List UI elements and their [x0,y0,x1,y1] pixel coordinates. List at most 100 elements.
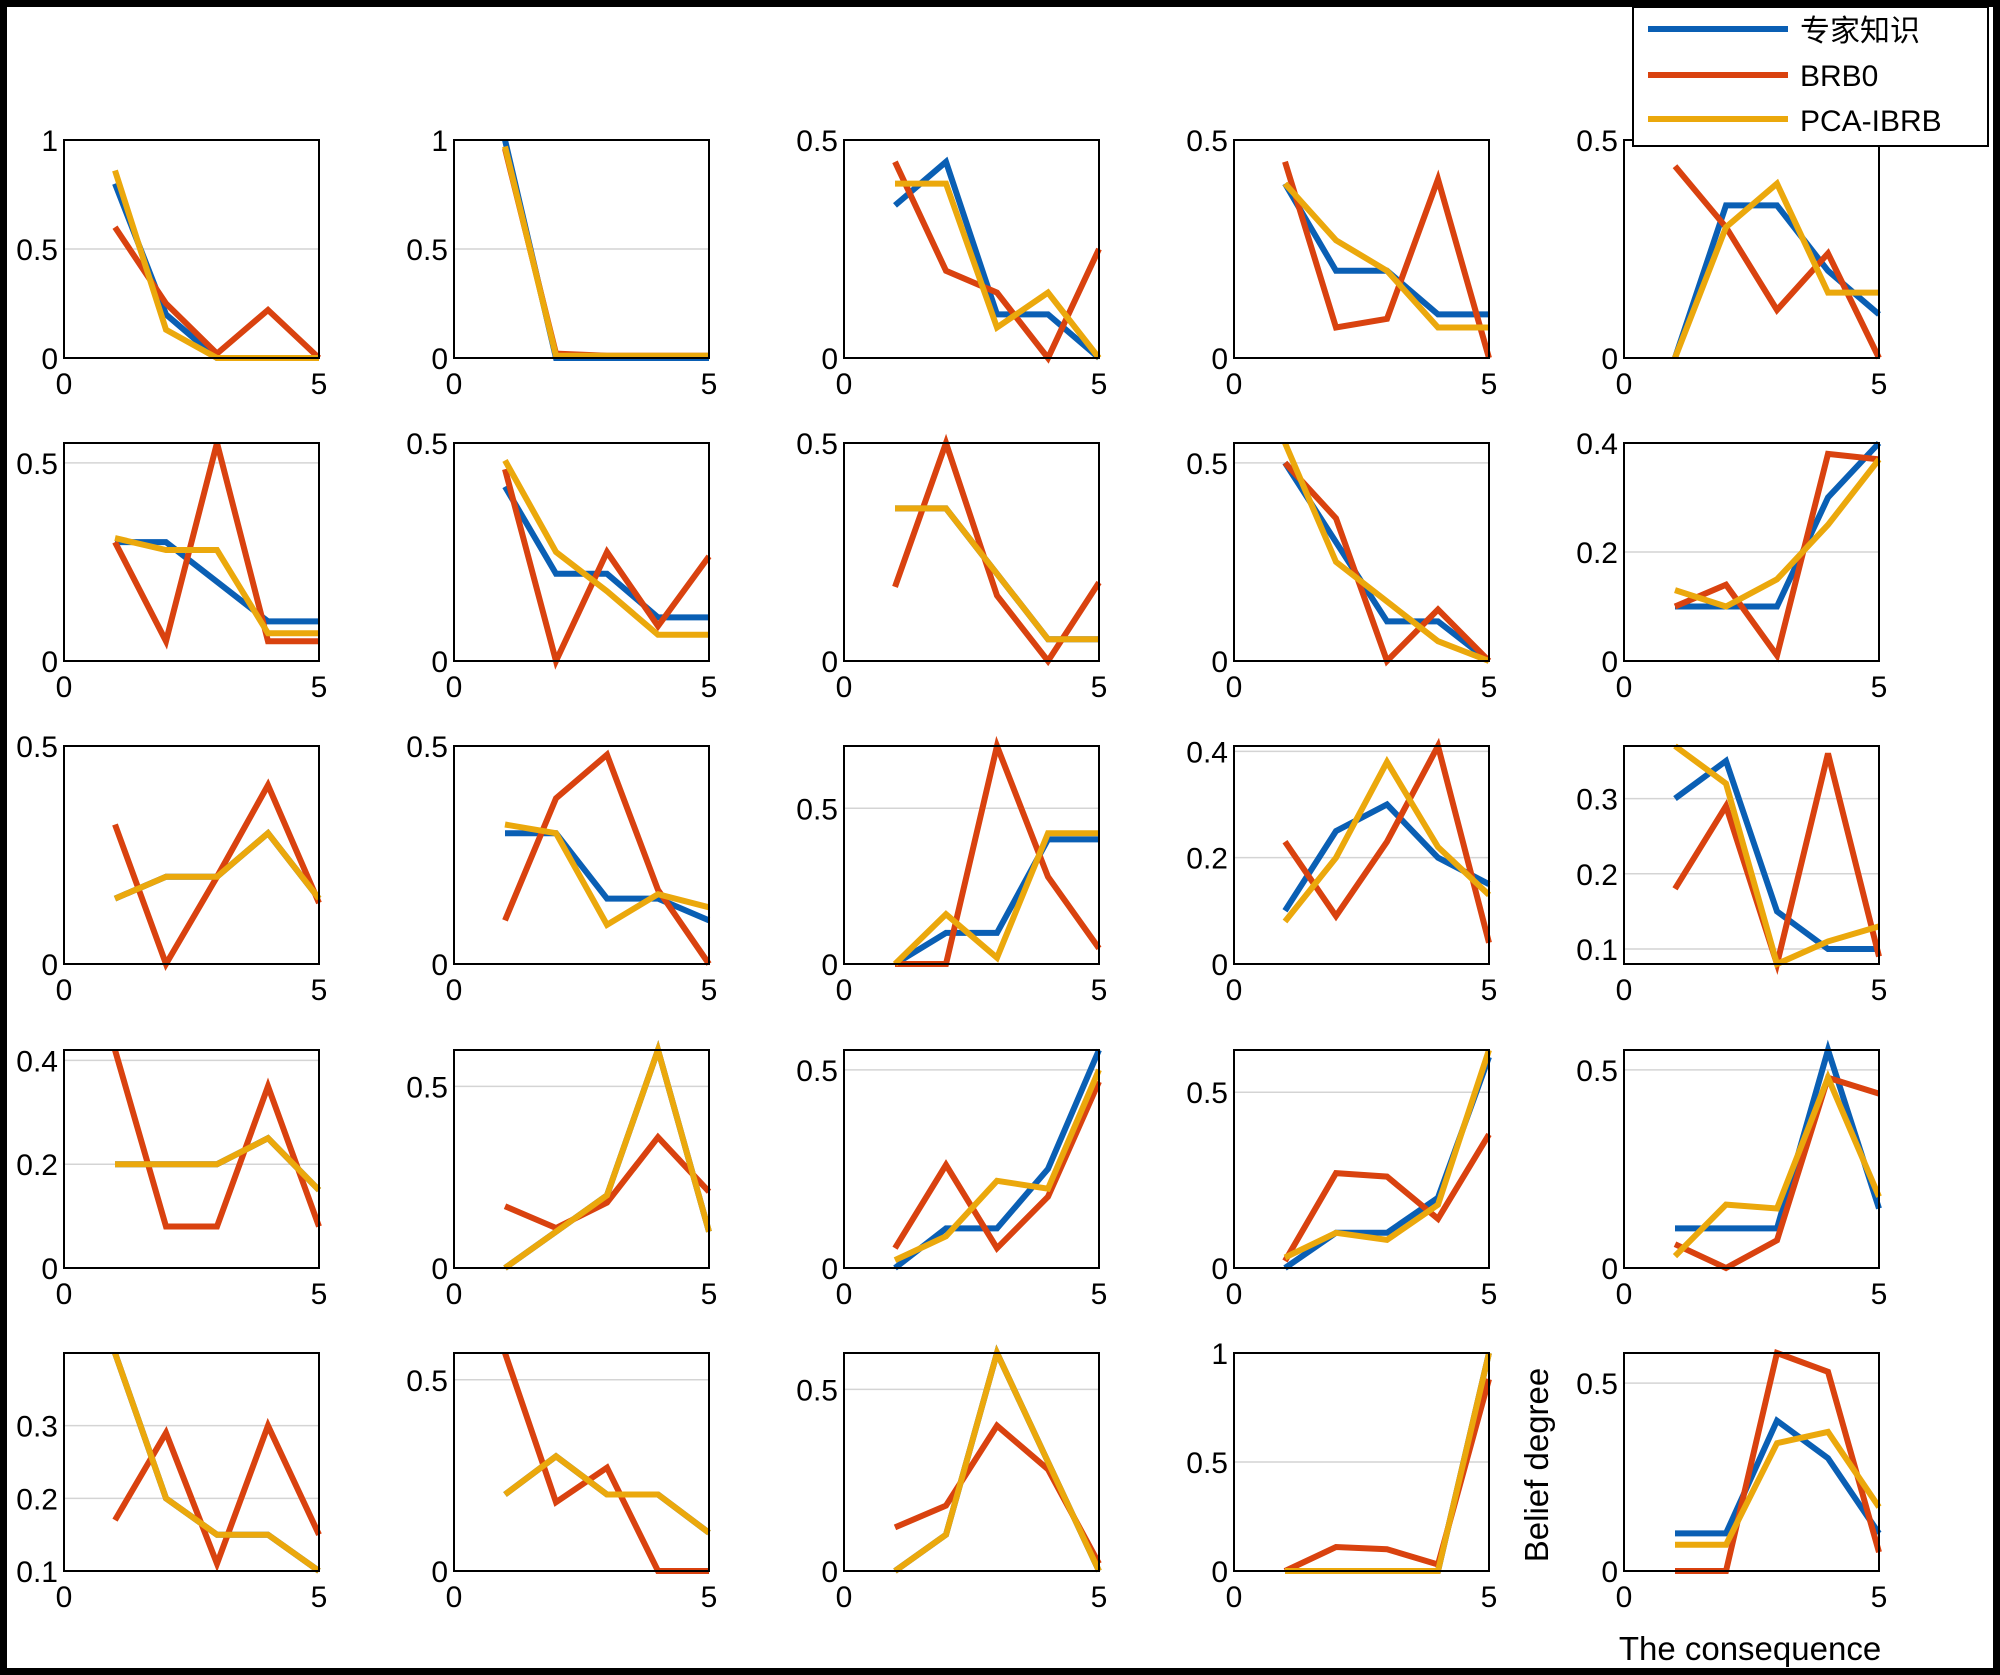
axes-frame [453,1352,710,1572]
y-tick-label: 0.1 [16,1556,58,1589]
series-line-PCA-IBRB [504,821,710,929]
subplot-6: 0 0.5 0 5 [16,442,328,704]
y-axis-label: Belief degree [1518,1368,1555,1562]
axes-frame [843,1352,1100,1572]
axes-frame [1623,1049,1880,1269]
x-tick-label: 0 [836,671,853,704]
series-line-PCA-IBRB [1672,178,1879,360]
series-line-PCA-IBRB [1283,1049,1492,1261]
axes-frame [63,745,320,965]
legend-label-pca-ibrb: PCA-IBRB [1800,105,1942,138]
series-line-BRB0 [1673,450,1880,663]
axes-frame [843,745,1100,965]
series-line-PCA-IBRB [1672,1069,1882,1259]
series-line-BRB0 [1282,737,1492,944]
series-line-BRB0 [1282,1132,1492,1263]
x-tick-label: 5 [701,368,718,401]
subplot-24: 0 0.5 1 0 5 [1186,1338,1497,1614]
x-tick-label: 0 [1226,974,1243,1007]
series-line-BRB0 [1672,164,1882,360]
series-line-PCA-IBRB [503,1452,711,1536]
x-tick-label: 5 [1481,671,1498,704]
subplot-22: 0 0.5 0 5 [406,1352,718,1614]
x-tick-label: 5 [311,974,328,1007]
x-tick-label: 0 [56,1278,73,1311]
y-tick-label: 0 [1211,646,1228,679]
x-tick-label: 0 [1226,1581,1243,1614]
subplot-5: 0 0.5 0 5 [1576,125,1887,401]
series-line-PCA-IBRB [895,505,1099,643]
y-tick-label: 0.5 [796,1374,838,1407]
y-tick-label: 0.2 [1576,859,1618,892]
y-tick-label: 0.5 [796,793,838,826]
y-tick-label: 0.2 [16,1149,58,1182]
x-tick-label: 5 [701,1581,718,1614]
series-line-BRB0 [1673,1073,1880,1272]
series-line-PCA-IBRB [114,535,319,637]
legend-label-expert: 专家知识 [1800,15,1920,48]
axes-frame [1623,442,1880,662]
series-line-PCA-IBRB [1675,1428,1882,1548]
x-tick-label: 5 [1871,671,1888,704]
x-tick-label: 5 [1871,974,1888,1007]
x-tick-label: 0 [1616,1278,1633,1311]
y-tick-label: 0 [431,1556,448,1589]
y-tick-label: 0.4 [16,1045,58,1078]
series-line-BRB0 [112,1417,322,1573]
subplot-2: 0 0.5 1 0 5 [406,125,717,401]
series-line-BRB0 [502,749,712,966]
axes-frame [453,1049,710,1269]
y-tick-label: 0 [431,1253,448,1286]
series-line-PCA-IBRB [1282,755,1492,924]
y-tick-label: 0.4 [1576,428,1618,461]
x-tick-label: 0 [1616,1581,1633,1614]
series-line-BRB0 [1282,160,1492,359]
x-tick-label: 5 [1871,1278,1888,1311]
axes-frame [63,442,320,662]
y-tick-label: 0 [41,949,58,982]
x-tick-label: 5 [1091,671,1108,704]
subplot-16: 0 0.2 0.4 0 5 [16,1045,327,1311]
series-line-PCA-IBRB [502,458,709,638]
series-line-专家知识 [1675,440,1882,610]
x-tick-label: 0 [836,368,853,401]
y-tick-label: 0.5 [406,234,448,267]
y-tick-label: 0.5 [796,428,838,461]
series-line-BRB0 [502,468,712,670]
axes-frame [843,442,1100,662]
axes-frame [453,139,710,359]
y-tick-label: 0 [1211,1253,1228,1286]
y-tick-label: 0.5 [406,428,448,461]
x-tick-label: 5 [1091,1581,1108,1614]
series-line-专家知识 [1675,1416,1882,1537]
y-tick-label: 0 [1211,1556,1228,1589]
y-tick-label: 0.5 [1576,125,1618,158]
x-tick-label: 0 [56,368,73,401]
x-tick-label: 0 [446,1581,463,1614]
x-tick-label: 0 [446,671,463,704]
y-tick-label: 0.5 [406,731,448,764]
y-tick-label: 0.5 [796,125,838,158]
series-line-PCA-IBRB [893,1068,1102,1263]
x-tick-label: 0 [56,974,73,1007]
subplot-10: 0 0.2 0.4 0 5 [1576,428,1887,704]
series-line-PCA-IBRB [113,828,322,902]
x-tick-label: 5 [1481,1581,1498,1614]
y-tick-label: 0.5 [406,1071,448,1104]
x-tick-label: 5 [311,368,328,401]
axes-frame [1233,139,1490,359]
x-tick-label: 5 [311,671,328,704]
series-line-PCA-IBRB [502,145,709,359]
y-tick-label: 0.5 [16,448,58,481]
x-tick-label: 5 [1091,1278,1108,1311]
axes-frame [453,442,710,662]
y-tick-label: 0 [1601,1253,1618,1286]
subplot-9: 0 0.5 0 5 [1186,441,1498,704]
series-line-专家知识 [893,836,1099,967]
y-tick-label: 0.5 [1186,1077,1228,1110]
x-tick-label: 0 [836,974,853,1007]
axes-frame [453,745,710,965]
series-line-专家知识 [115,539,319,625]
y-tick-label: 1 [41,125,58,158]
axes-frame [1233,1352,1490,1572]
